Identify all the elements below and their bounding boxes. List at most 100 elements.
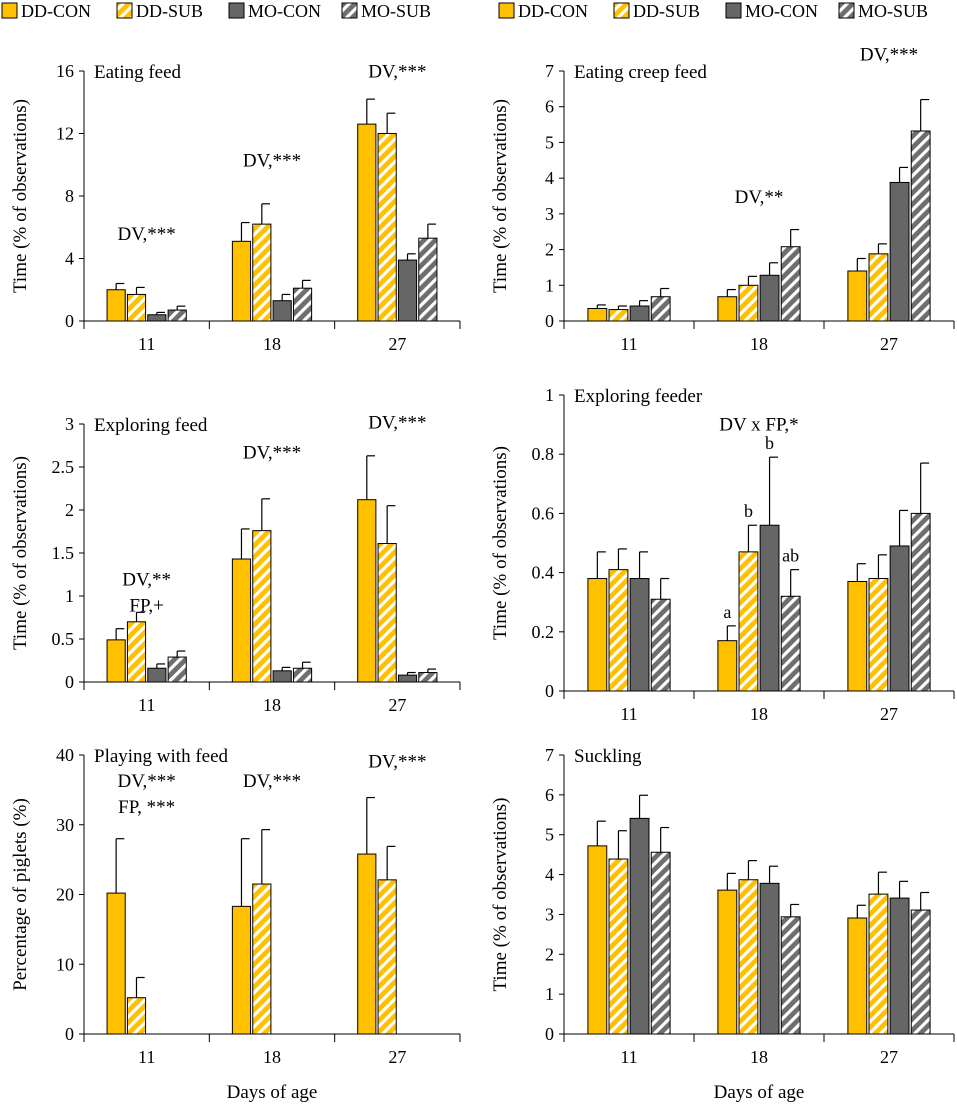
- y-tick-label: 3: [545, 904, 554, 924]
- y-tick-label: 5: [545, 132, 554, 152]
- bar-mo-con: [759, 524, 780, 692]
- y-axis-label: Time (% of observations): [490, 446, 511, 640]
- legend-left: DD-CON DD-SUB MO-CON MO-SUB: [1, 1, 431, 21]
- bar-mo-con: [759, 274, 780, 322]
- y-tick-label: 2: [545, 240, 554, 260]
- x-tick-label: 11: [138, 334, 155, 354]
- y-tick-label: 1: [545, 385, 554, 405]
- x-tick-label: 18: [263, 1047, 281, 1067]
- y-tick-label: 30: [56, 815, 74, 835]
- x-tick-label: 18: [750, 704, 768, 724]
- bar-dd-sub: [608, 858, 629, 1035]
- significance-annotation: DV x FP,*: [719, 415, 798, 436]
- significance-annotation: DV,**: [735, 187, 784, 208]
- bar-dd-sub: [738, 879, 759, 1035]
- x-tick-label: 11: [138, 1047, 155, 1067]
- bar-dd-sub: [738, 284, 759, 322]
- bar-dd-con: [357, 123, 377, 322]
- panel-title: Eating creep feed: [574, 62, 707, 83]
- y-tick-label: 4: [545, 168, 554, 188]
- significance-annotation: DV,***: [860, 44, 918, 65]
- y-tick-label: 3: [545, 204, 554, 224]
- significance-letter: a: [723, 602, 731, 622]
- bar-dd-con: [231, 240, 252, 322]
- y-tick-label: 12: [56, 124, 74, 144]
- y-tick-label: 40: [56, 745, 74, 765]
- legend-item-mo-con: MO-CON: [725, 1, 818, 21]
- bar-dd-sub: [252, 223, 272, 322]
- bar-mo-con: [147, 667, 167, 683]
- bar-dd-sub: [377, 879, 397, 1035]
- bar-dd-con: [717, 889, 738, 1035]
- bar-dd-sub: [126, 293, 147, 322]
- bar-mo-con: [889, 545, 910, 692]
- significance-letter: ab: [782, 546, 799, 566]
- bar-dd-con: [106, 289, 126, 322]
- y-tick-label: 1.5: [52, 543, 75, 563]
- y-axis-label: Percentage of piglets (%): [10, 798, 31, 991]
- panel-suckling: 0 1 2 3 4 5 6 7 11 18 27 Time (% of observations) Su…: [490, 745, 955, 1103]
- x-tick-label: 18: [750, 334, 768, 354]
- bar-dd-con: [357, 499, 377, 683]
- significance-annotation: DV,***: [243, 442, 301, 463]
- x-tick-label: 11: [620, 704, 637, 724]
- bar-dd-con: [847, 270, 868, 322]
- y-tick-label: 0: [65, 1024, 74, 1044]
- bar-dd-sub: [126, 997, 147, 1035]
- bar-dd-sub: [377, 133, 397, 322]
- bar-dd-sub: [252, 530, 272, 683]
- x-tick-label: 27: [388, 1047, 406, 1067]
- bar-dd-sub: [608, 569, 629, 692]
- y-tick-label: 0: [545, 311, 554, 331]
- legend-label: MO-CON: [248, 1, 321, 21]
- legend-item-dd-con: DD-CON: [1, 1, 91, 21]
- bar-mo-con: [629, 817, 650, 1035]
- y-axis-label: Time (% of observations): [10, 99, 31, 293]
- bar-mo-con: [889, 897, 910, 1035]
- significance-annotation: DV,***: [368, 752, 426, 773]
- x-tick-label: 18: [263, 334, 281, 354]
- significance-annotation: FP, ***: [118, 797, 175, 818]
- y-tick-label: 6: [545, 785, 554, 805]
- bar-mo-con: [397, 674, 418, 683]
- y-tick-label: 0.8: [532, 444, 555, 464]
- legend-item-dd-con: DD-CON: [498, 1, 588, 21]
- x-axis-label: Days of age: [227, 1082, 318, 1103]
- y-tick-label: 2.5: [52, 457, 75, 477]
- bar-dd-con: [106, 892, 126, 1035]
- bar-mo-con: [889, 181, 910, 322]
- bar-mo-sub: [292, 667, 313, 683]
- panel-title: Playing with feed: [94, 746, 229, 767]
- x-tick-label: 27: [880, 334, 898, 354]
- legend-label: MO-CON: [745, 1, 818, 21]
- y-tick-label: 1: [545, 984, 554, 1004]
- significance-annotation: DV,***: [243, 150, 301, 171]
- y-tick-label: 1: [65, 586, 74, 606]
- y-tick-label: 7: [545, 745, 554, 765]
- y-axis-label: Time (% of observations): [10, 456, 31, 650]
- bar-dd-con: [717, 640, 738, 692]
- bar-mo-con: [397, 259, 418, 322]
- bar-dd-con: [357, 853, 377, 1035]
- bar-dd-con: [717, 296, 738, 322]
- panel-title: Exploring feed: [94, 415, 208, 436]
- y-tick-label: 5: [545, 825, 554, 845]
- y-tick-label: 4: [65, 249, 74, 269]
- bar-mo-sub: [167, 656, 187, 683]
- y-tick-label: 10: [56, 954, 74, 974]
- y-tick-label: 0.6: [532, 503, 555, 523]
- legend-item-dd-sub: DD-SUB: [613, 1, 700, 21]
- legend-label: DD-SUB: [633, 1, 700, 21]
- y-tick-label: 2: [545, 944, 554, 964]
- bar-dd-sub: [252, 883, 272, 1035]
- panel-title: Suckling: [574, 746, 642, 767]
- y-tick-label: 0.2: [532, 622, 555, 642]
- legend-label: DD-CON: [21, 1, 91, 21]
- x-tick-label: 11: [620, 1047, 637, 1067]
- x-tick-label: 27: [880, 1047, 898, 1067]
- bar-mo-con: [629, 578, 650, 692]
- bar-dd-con: [847, 580, 868, 692]
- y-tick-label: 6: [545, 97, 554, 117]
- x-tick-label: 27: [388, 695, 406, 715]
